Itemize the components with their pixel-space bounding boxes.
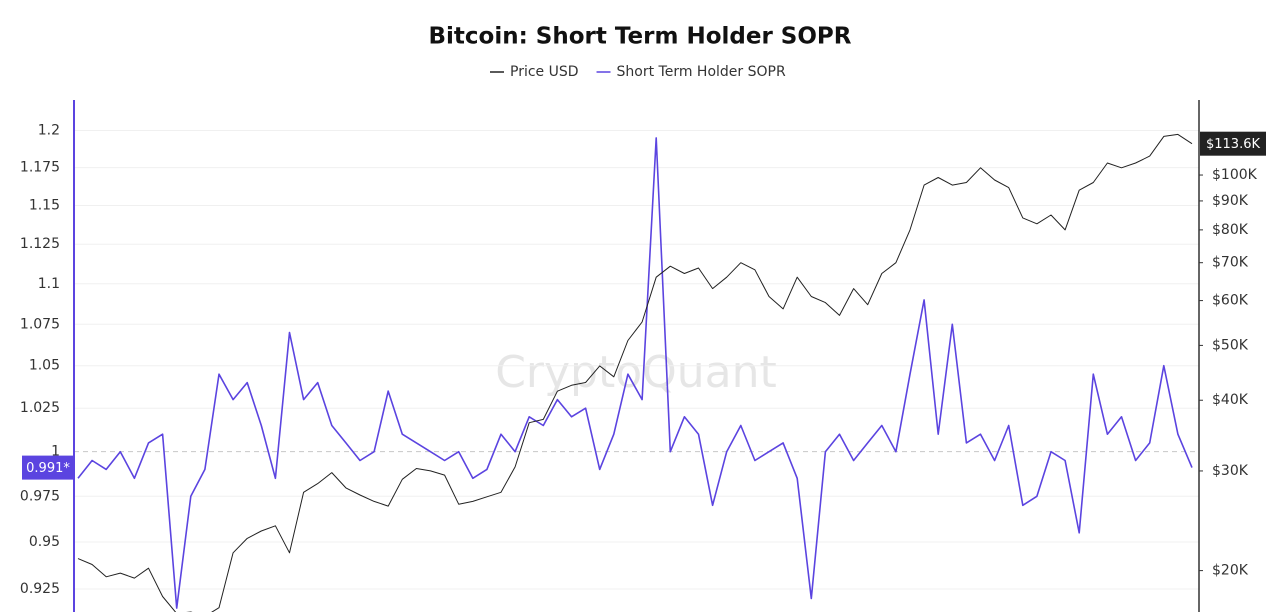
- legend-label: Short Term Holder SOPR: [617, 64, 786, 80]
- chart-title: Bitcoin: Short Term Holder SOPR: [429, 24, 852, 50]
- y2-tick-label: $20K: [1212, 563, 1249, 579]
- y-tick-label: 1.075: [20, 316, 60, 332]
- y-tick-label: 0.975: [20, 488, 60, 504]
- legend: Price USD Short Term Holder SOPR: [490, 64, 786, 80]
- y2-tick-label: $60K: [1212, 293, 1249, 309]
- y-tick-label: 1.1: [38, 276, 60, 292]
- y-tick-label: 1: [51, 444, 60, 460]
- y2-tick-label: $40K: [1212, 392, 1249, 408]
- y2-tick-label: $30K: [1212, 463, 1249, 479]
- y2-tick-label: $100K: [1212, 167, 1258, 183]
- y2-tick-label: $50K: [1212, 337, 1249, 353]
- y-tick-label: 1.15: [29, 198, 60, 214]
- last-value-badge: [1200, 131, 1266, 156]
- y-tick-label: 1.05: [29, 358, 60, 374]
- y2-tick-label: $80K: [1212, 222, 1249, 238]
- legend-label: Price USD: [510, 64, 579, 80]
- y-tick-label: 1.125: [20, 236, 60, 252]
- last-value-label: $113.6K: [1206, 137, 1260, 152]
- plot-area: [77, 133, 1193, 612]
- series-line: [77, 137, 1193, 609]
- y-tick-label: 1.025: [20, 400, 60, 416]
- last-value-label: 0.991*: [26, 461, 70, 476]
- watermark: CryptoQuant: [495, 347, 777, 398]
- y-tick-label: 0.95: [29, 534, 60, 550]
- y-tick-label: 1.175: [20, 160, 60, 176]
- y2-tick-label: $90K: [1212, 193, 1249, 209]
- y-tick-label: 1.2: [38, 123, 60, 139]
- last-value-badge: [22, 455, 74, 480]
- y2-tick-label: $70K: [1212, 255, 1249, 271]
- y-tick-label: 0.925: [20, 581, 60, 597]
- series-line: [77, 133, 1193, 612]
